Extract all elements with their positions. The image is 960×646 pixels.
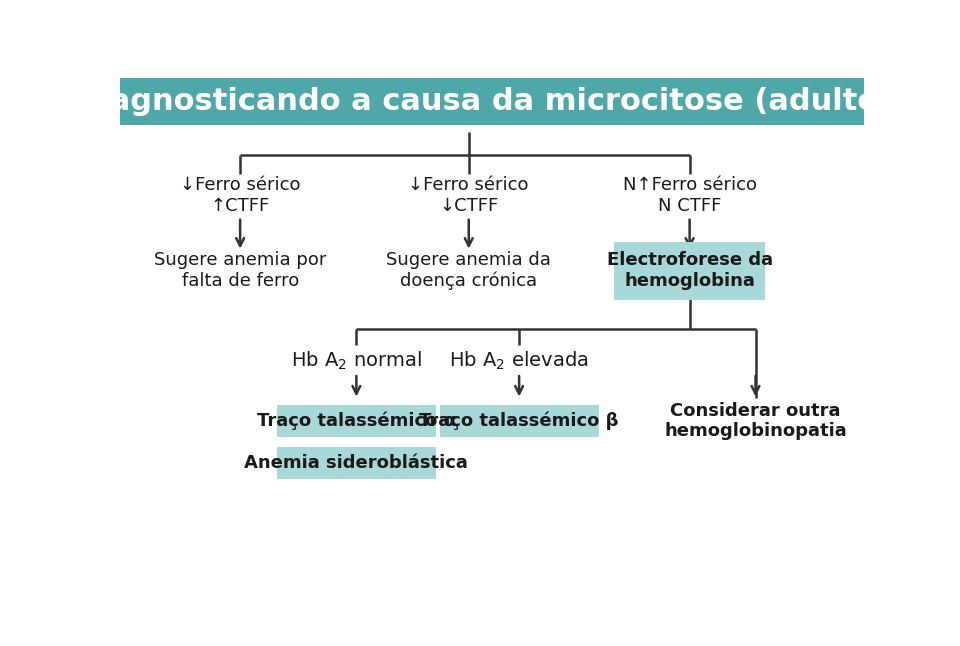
Text: Anemia sideroblástica: Anemia sideroblástica [245, 454, 468, 472]
Text: N↑Ferro sérico
N CTFF: N↑Ferro sérico N CTFF [623, 176, 756, 214]
FancyBboxPatch shape [276, 405, 436, 437]
Bar [120, 78, 864, 125]
Text: ↓Ferro sérico
↓CTFF: ↓Ferro sérico ↓CTFF [409, 176, 529, 214]
FancyBboxPatch shape [276, 447, 436, 479]
Text: Electroforese da
hemoglobina: Electroforese da hemoglobina [607, 251, 773, 290]
Text: Sugere anemia por
falta de ferro: Sugere anemia por falta de ferro [154, 251, 326, 290]
Text: Traço talassémico β: Traço talassémico β [420, 412, 619, 430]
FancyBboxPatch shape [440, 405, 599, 437]
Text: Hb A$_2$ normal: Hb A$_2$ normal [291, 349, 421, 372]
Text: ↓Ferro sérico
↑CTFF: ↓Ferro sérico ↑CTFF [180, 176, 300, 214]
Text: Diagnosticando a causa da microcitose (adultos): Diagnosticando a causa da microcitose (a… [74, 87, 910, 116]
FancyBboxPatch shape [614, 242, 765, 300]
Text: Considerar outra
hemoglobinopatia: Considerar outra hemoglobinopatia [664, 402, 847, 441]
Text: Hb A$_2$ elevada: Hb A$_2$ elevada [449, 349, 588, 372]
Text: Sugere anemia da
doença crónica: Sugere anemia da doença crónica [386, 251, 551, 291]
Text: Traço talassémico α: Traço talassémico α [257, 412, 456, 430]
